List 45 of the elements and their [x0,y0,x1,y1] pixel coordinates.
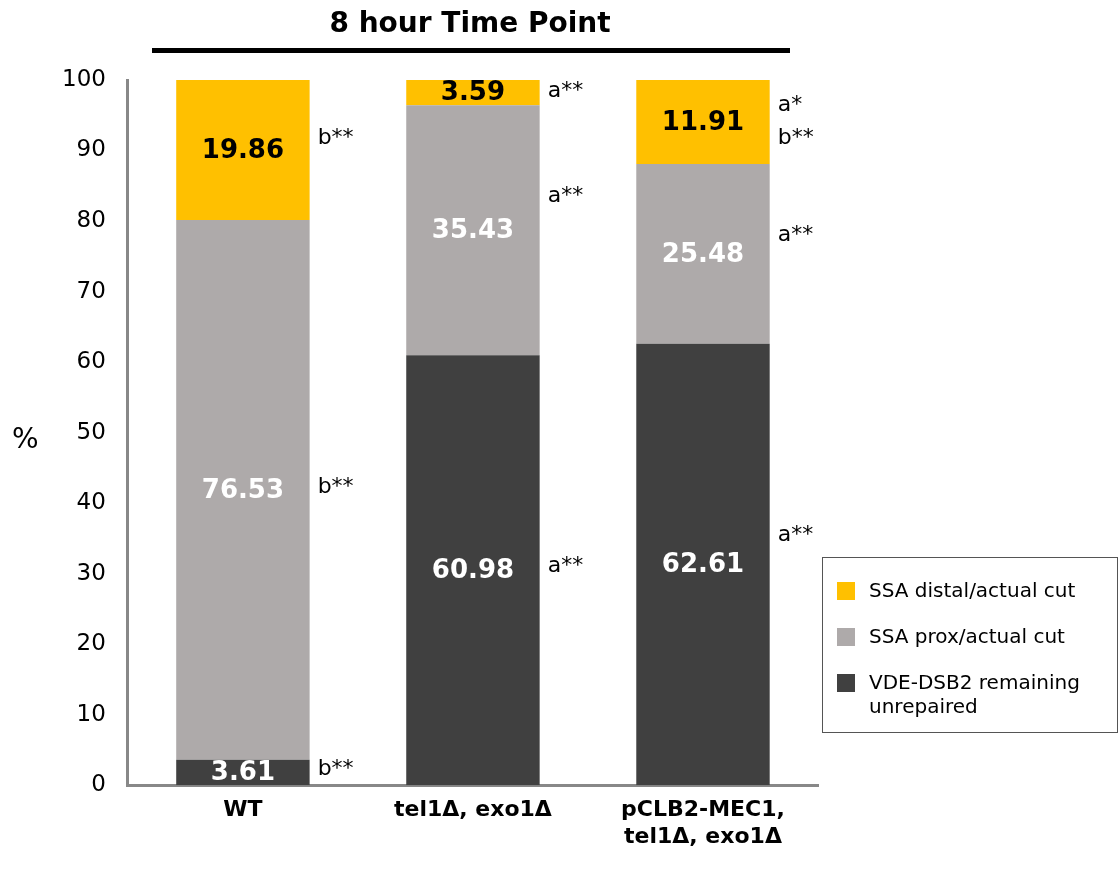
data-label: 60.98 [431,553,515,584]
annotation: a** [777,520,814,546]
annotation: a* [777,91,803,117]
y-tick-label: 50 [76,417,106,444]
bar [176,220,310,760]
legend-label: VDE-DSB2 remaining unrepaired [869,670,1081,718]
data-label: 62.61 [661,548,745,579]
y-tick-label: 90 [76,135,106,162]
annotation: a** [547,552,584,578]
x-tick-label: WT [223,796,263,822]
y-axis-title: % [12,422,39,455]
annotation: a** [547,77,584,102]
legend-label: SSA prox/actual cut [869,624,1065,648]
y-tick-label: 100 [61,64,106,91]
bar [406,355,540,786]
y-tick-label: 70 [76,276,106,303]
annotation: b** [317,754,354,780]
bar [636,80,770,164]
y-tick-label: 30 [76,558,106,585]
bar [176,80,310,221]
data-label: 3.59 [440,76,506,107]
bar [406,105,540,356]
y-tick-label: 80 [76,206,106,233]
annotation: b** [777,123,814,149]
y-tick-label: 10 [76,699,106,726]
annotation: a** [777,220,814,246]
annotation: b** [317,472,354,498]
y-tick-label: 40 [76,488,106,515]
data-label: 11.91 [661,105,745,136]
data-label: 25.48 [661,237,745,268]
data-label: 19.86 [201,133,285,164]
x-tick-label: tel1Δ, exo1Δ [394,796,552,822]
y-tick-label: 20 [76,629,106,656]
chart-title: 8 hour Time Point [328,6,612,39]
bar [636,163,770,344]
x-tick-label: pCLB2-MEC1, tel1Δ, exo1Δ [621,796,785,848]
bar [636,343,770,786]
annotation: a** [547,182,584,208]
y-tick-label: 0 [91,770,106,797]
data-label: 76.53 [201,473,285,504]
data-label: 35.43 [431,213,515,244]
legend-label: SSA distal/actual cut [869,578,1076,602]
data-label: 3.61 [210,756,275,787]
y-tick-label: 60 [76,347,106,374]
annotation: b** [317,124,354,150]
